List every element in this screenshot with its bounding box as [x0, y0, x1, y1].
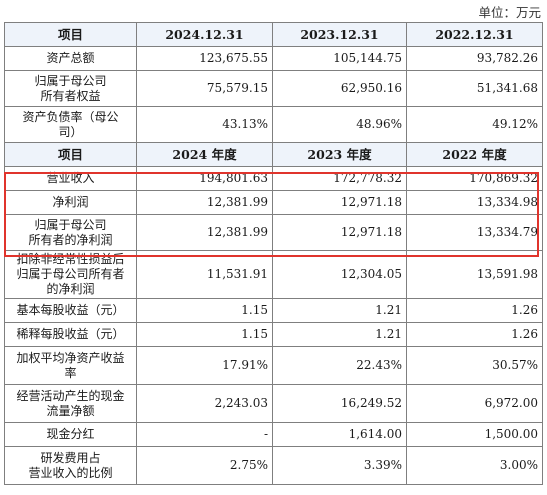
header-cell: 项目	[4, 142, 137, 167]
table-row: 扣除非经常性损益后 归属于母公司所有者 的净利润 11,531.91 12,30…	[4, 250, 543, 299]
value-cell: 3.00%	[406, 446, 543, 485]
table-row: 经营活动产生的现金 流量净额 2,243.03 16,249.52 6,972.…	[4, 384, 543, 423]
value-cell: 2.75%	[136, 446, 273, 485]
value-cell: 1.26	[406, 322, 543, 347]
row-label: 净利润	[4, 190, 137, 215]
table-row: 营业收入 194,801.63 172,778.32 170,869.32	[4, 166, 543, 191]
value-cell: 17.91%	[136, 346, 273, 385]
row-label: 资产总额	[4, 46, 137, 71]
value-cell: 3.39%	[272, 446, 407, 485]
row-label: 经营活动产生的现金 流量净额	[4, 384, 137, 423]
value-cell: 12,971.18	[272, 214, 407, 251]
value-cell: 1.15	[136, 322, 273, 347]
header-cell: 2022 年度	[406, 142, 543, 167]
value-cell: 22.43%	[272, 346, 407, 385]
table-row: 研发费用占 营业收入的比例 2.75% 3.39% 3.00%	[4, 446, 543, 485]
table-row: 加权平均净资产收益 率 17.91% 22.43% 30.57%	[4, 346, 543, 385]
value-cell: 49.12%	[406, 106, 543, 143]
header-cell: 2022.12.31	[406, 22, 543, 47]
table-row: 净利润 12,381.99 12,971.18 13,334.98	[4, 190, 543, 215]
row-label: 资产负债率（母公 司）	[4, 106, 137, 143]
header-cell: 2023.12.31	[272, 22, 407, 47]
table-row: 基本每股收益（元） 1.15 1.21 1.26	[4, 298, 543, 323]
value-cell: 1,500.00	[406, 422, 543, 447]
header-cell: 项目	[4, 22, 137, 47]
row-label: 基本每股收益（元）	[4, 298, 137, 323]
row-label: 扣除非经常性损益后 归属于母公司所有者 的净利润	[4, 250, 137, 299]
row-label: 归属于母公司 所有者的净利润	[4, 214, 137, 251]
value-cell: 51,341.68	[406, 70, 543, 107]
value-cell: 6,972.00	[406, 384, 543, 423]
value-cell: 12,381.99	[136, 214, 273, 251]
unit-label: 单位：万元	[478, 5, 541, 20]
financial-table: 项目 2024.12.31 2023.12.31 2022.12.31 资产总额…	[4, 22, 543, 485]
table-row: 归属于母公司 所有者权益 75,579.15 62,950.16 51,341.…	[4, 70, 543, 107]
header-cell: 2024.12.31	[136, 22, 273, 47]
value-cell: 12,381.99	[136, 190, 273, 215]
value-cell: 2,243.03	[136, 384, 273, 423]
row-label: 加权平均净资产收益 率	[4, 346, 137, 385]
value-cell: 13,334.79	[406, 214, 543, 251]
row-label: 稀释每股收益（元）	[4, 322, 137, 347]
value-cell: 12,304.05	[272, 250, 407, 299]
value-cell: 93,782.26	[406, 46, 543, 71]
value-cell: 13,591.98	[406, 250, 543, 299]
table-row: 资产负债率（母公 司） 43.13% 48.96% 49.12%	[4, 106, 543, 143]
table-row: 归属于母公司 所有者的净利润 12,381.99 12,971.18 13,33…	[4, 214, 543, 251]
header-cell: 2023 年度	[272, 142, 407, 167]
value-cell: 75,579.15	[136, 70, 273, 107]
value-cell: 12,971.18	[272, 190, 407, 215]
header-row-balance: 项目 2024.12.31 2023.12.31 2022.12.31	[4, 22, 543, 47]
row-label: 营业收入	[4, 166, 137, 191]
value-cell: 43.13%	[136, 106, 273, 143]
value-cell: 13,334.98	[406, 190, 543, 215]
value-cell: -	[136, 422, 273, 447]
row-label: 归属于母公司 所有者权益	[4, 70, 137, 107]
value-cell: 1.21	[272, 298, 407, 323]
row-label: 研发费用占 营业收入的比例	[4, 446, 137, 485]
header-row-income: 项目 2024 年度 2023 年度 2022 年度	[4, 142, 543, 167]
value-cell: 172,778.32	[272, 166, 407, 191]
header-cell: 2024 年度	[136, 142, 273, 167]
value-cell: 1.26	[406, 298, 543, 323]
value-cell: 48.96%	[272, 106, 407, 143]
value-cell: 105,144.75	[272, 46, 407, 71]
value-cell: 30.57%	[406, 346, 543, 385]
row-label: 现金分红	[4, 422, 137, 447]
table-row: 资产总额 123,675.55 105,144.75 93,782.26	[4, 46, 543, 71]
value-cell: 170,869.32	[406, 166, 543, 191]
table-row: 现金分红 - 1,614.00 1,500.00	[4, 422, 543, 447]
value-cell: 194,801.63	[136, 166, 273, 191]
value-cell: 1,614.00	[272, 422, 407, 447]
value-cell: 1.15	[136, 298, 273, 323]
value-cell: 16,249.52	[272, 384, 407, 423]
table-row: 稀释每股收益（元） 1.15 1.21 1.26	[4, 322, 543, 347]
value-cell: 62,950.16	[272, 70, 407, 107]
value-cell: 123,675.55	[136, 46, 273, 71]
value-cell: 1.21	[272, 322, 407, 347]
value-cell: 11,531.91	[136, 250, 273, 299]
